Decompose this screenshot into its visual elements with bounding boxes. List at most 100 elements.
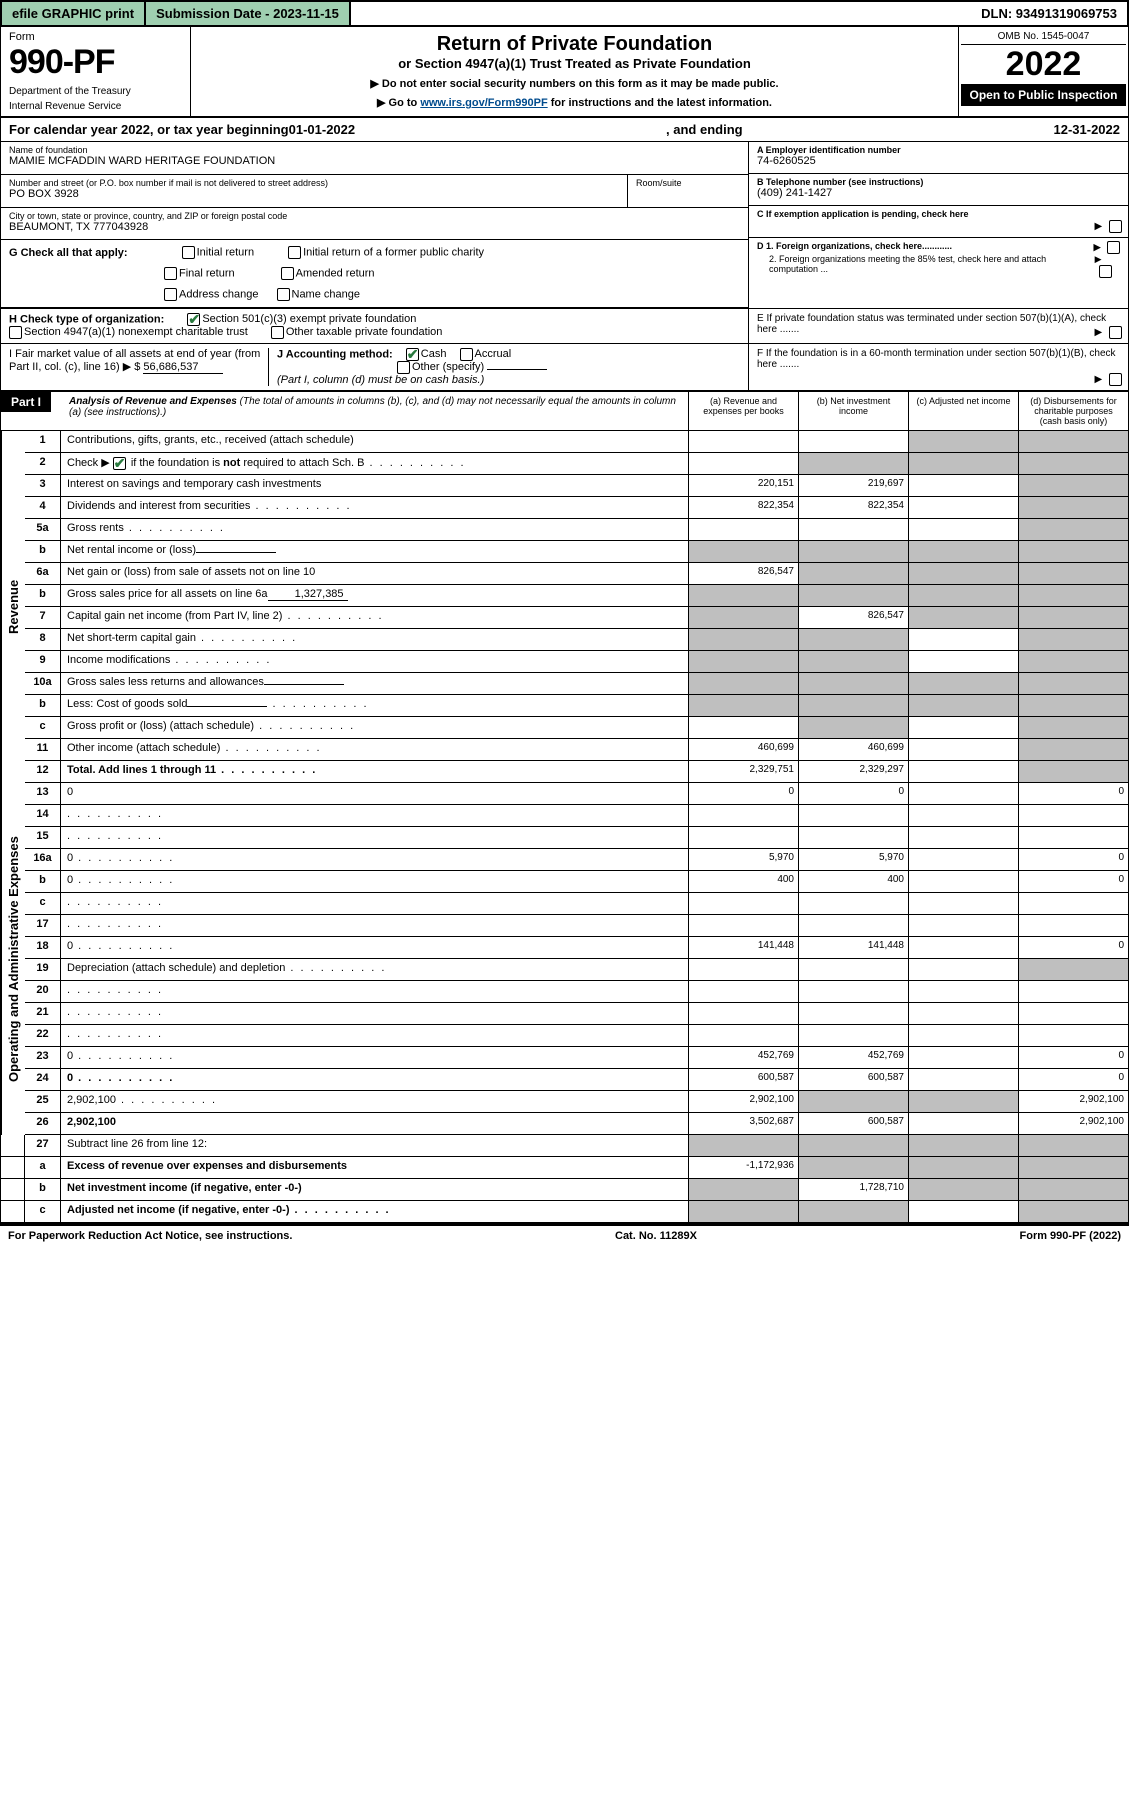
g-opt-2: Final return bbox=[164, 267, 235, 280]
checkbox-icon[interactable] bbox=[271, 326, 284, 339]
info-left: Name of foundation MAMIE MCFADDIN WARD H… bbox=[1, 142, 748, 308]
open-to-public: Open to Public Inspection bbox=[961, 84, 1126, 106]
cell-b: 600,587 bbox=[798, 1113, 908, 1134]
line-description: Net short-term capital gain bbox=[61, 629, 688, 650]
checkbox-icon[interactable] bbox=[9, 326, 22, 339]
checkbox-icon[interactable] bbox=[397, 361, 410, 374]
cell-b bbox=[798, 431, 908, 452]
cell-b bbox=[798, 563, 908, 584]
line-description: Interest on savings and temporary cash i… bbox=[61, 475, 688, 496]
instr2-pre: ▶ Go to bbox=[377, 97, 420, 109]
addr-cell: Number and street (or P.O. box number if… bbox=[1, 175, 628, 207]
table-row: 3Interest on savings and temporary cash … bbox=[25, 475, 1128, 497]
cell-a: 460,699 bbox=[688, 739, 798, 760]
h-left: H Check type of organization: Section 50… bbox=[1, 309, 748, 343]
line-description: Gross sales less returns and allowances bbox=[61, 673, 688, 694]
city-value: BEAUMONT, TX 777043928 bbox=[9, 221, 740, 233]
cell-b: 1,728,710 bbox=[798, 1179, 908, 1200]
line-number: 16a bbox=[25, 849, 61, 870]
checkbox-icon[interactable] bbox=[1109, 220, 1122, 233]
cell-a bbox=[688, 1179, 798, 1200]
cell-a bbox=[688, 717, 798, 738]
cell-d: 0 bbox=[1018, 1047, 1128, 1068]
checkbox-icon[interactable] bbox=[460, 348, 473, 361]
line-description: 0 bbox=[61, 783, 688, 804]
cell-b: 460,699 bbox=[798, 739, 908, 760]
checkbox-icon[interactable] bbox=[187, 313, 200, 326]
cell-b: 141,448 bbox=[798, 937, 908, 958]
col-a-head: (a) Revenue and expenses per books bbox=[688, 392, 798, 430]
cell-d bbox=[1018, 761, 1128, 782]
cell-a bbox=[688, 1201, 798, 1222]
table-row: 230452,769452,7690 bbox=[25, 1047, 1128, 1069]
table-row: cAdjusted net income (if negative, enter… bbox=[1, 1201, 1128, 1223]
cell-b: 0 bbox=[798, 783, 908, 804]
calyear-begin: 01-01-2022 bbox=[289, 122, 356, 137]
foundation-name: MAMIE MCFADDIN WARD HERITAGE FOUNDATION bbox=[9, 155, 740, 167]
form-header: Form 990-PF Department of the Treasury I… bbox=[0, 27, 1129, 118]
line-description: 0 bbox=[61, 937, 688, 958]
checkbox-icon[interactable] bbox=[113, 457, 126, 470]
cell-a bbox=[688, 695, 798, 716]
line-number: 19 bbox=[25, 959, 61, 980]
line-number: 3 bbox=[25, 475, 61, 496]
cell-d bbox=[1018, 805, 1128, 826]
cell-a: 2,902,100 bbox=[688, 1091, 798, 1112]
table-row: 21 bbox=[25, 1003, 1128, 1025]
checkbox-icon[interactable] bbox=[281, 267, 294, 280]
cell-c bbox=[908, 937, 1018, 958]
checkbox-icon[interactable] bbox=[288, 246, 301, 259]
spacer bbox=[1, 1179, 25, 1200]
part1-badge: Part I bbox=[1, 392, 51, 412]
d2-check: ▶ bbox=[1095, 254, 1120, 278]
checkbox-icon[interactable] bbox=[1107, 241, 1120, 254]
b-cell: B Telephone number (see instructions) (4… bbox=[749, 174, 1128, 206]
dept-label: Department of the Treasury bbox=[9, 86, 182, 97]
cell-b bbox=[798, 541, 908, 562]
cell-b bbox=[798, 717, 908, 738]
cell-a bbox=[688, 1025, 798, 1046]
efile-print-button[interactable]: efile GRAPHIC print bbox=[2, 2, 146, 25]
revenue-body: 1Contributions, gifts, grants, etc., rec… bbox=[25, 431, 1128, 783]
cell-d bbox=[1018, 1157, 1128, 1178]
i-cell: I Fair market value of all assets at end… bbox=[9, 348, 269, 386]
line-number: 12 bbox=[25, 761, 61, 782]
form-subtitle: or Section 4947(a)(1) Trust Treated as P… bbox=[211, 56, 938, 71]
line-description: 0 bbox=[61, 849, 688, 870]
cell-b bbox=[798, 1135, 908, 1156]
line-number: c bbox=[25, 893, 61, 914]
calyear-mid: , and ending bbox=[355, 122, 1053, 137]
cell-d: 0 bbox=[1018, 849, 1128, 870]
header-right: OMB No. 1545-0047 2022 Open to Public In… bbox=[958, 27, 1128, 116]
cell-a bbox=[688, 915, 798, 936]
cell-d bbox=[1018, 1179, 1128, 1200]
cell-c bbox=[908, 695, 1018, 716]
cell-c bbox=[908, 475, 1018, 496]
checkbox-icon[interactable] bbox=[277, 288, 290, 301]
e-label: E If private foundation status was termi… bbox=[757, 313, 1106, 335]
cell-a bbox=[688, 893, 798, 914]
cell-d bbox=[1018, 1025, 1128, 1046]
line-description: Other income (attach schedule) bbox=[61, 739, 688, 760]
checkbox-icon[interactable] bbox=[164, 288, 177, 301]
line-number: c bbox=[25, 717, 61, 738]
name-label: Name of foundation bbox=[9, 145, 740, 155]
topbar: efile GRAPHIC print Submission Date - 20… bbox=[0, 0, 1129, 27]
checkbox-icon[interactable] bbox=[1109, 373, 1122, 386]
line-description: Dividends and interest from securities bbox=[61, 497, 688, 518]
cell-a: 2,329,751 bbox=[688, 761, 798, 782]
line-description bbox=[61, 893, 688, 914]
table-row: 7Capital gain net income (from Part IV, … bbox=[25, 607, 1128, 629]
table-row: aExcess of revenue over expenses and dis… bbox=[1, 1157, 1128, 1179]
checkbox-icon[interactable] bbox=[1099, 265, 1112, 278]
cell-a: 822,354 bbox=[688, 497, 798, 518]
a-cell: A Employer identification number 74-6260… bbox=[749, 142, 1128, 174]
checkbox-icon[interactable] bbox=[182, 246, 195, 259]
form990pf-link[interactable]: www.irs.gov/Form990PF bbox=[420, 97, 547, 109]
cell-d: 0 bbox=[1018, 937, 1128, 958]
info-section: Name of foundation MAMIE MCFADDIN WARD H… bbox=[0, 142, 1129, 309]
checkbox-icon[interactable] bbox=[406, 348, 419, 361]
checkbox-icon[interactable] bbox=[164, 267, 177, 280]
checkbox-icon[interactable] bbox=[1109, 326, 1122, 339]
table-row: 252,902,1002,902,1002,902,100 bbox=[25, 1091, 1128, 1113]
